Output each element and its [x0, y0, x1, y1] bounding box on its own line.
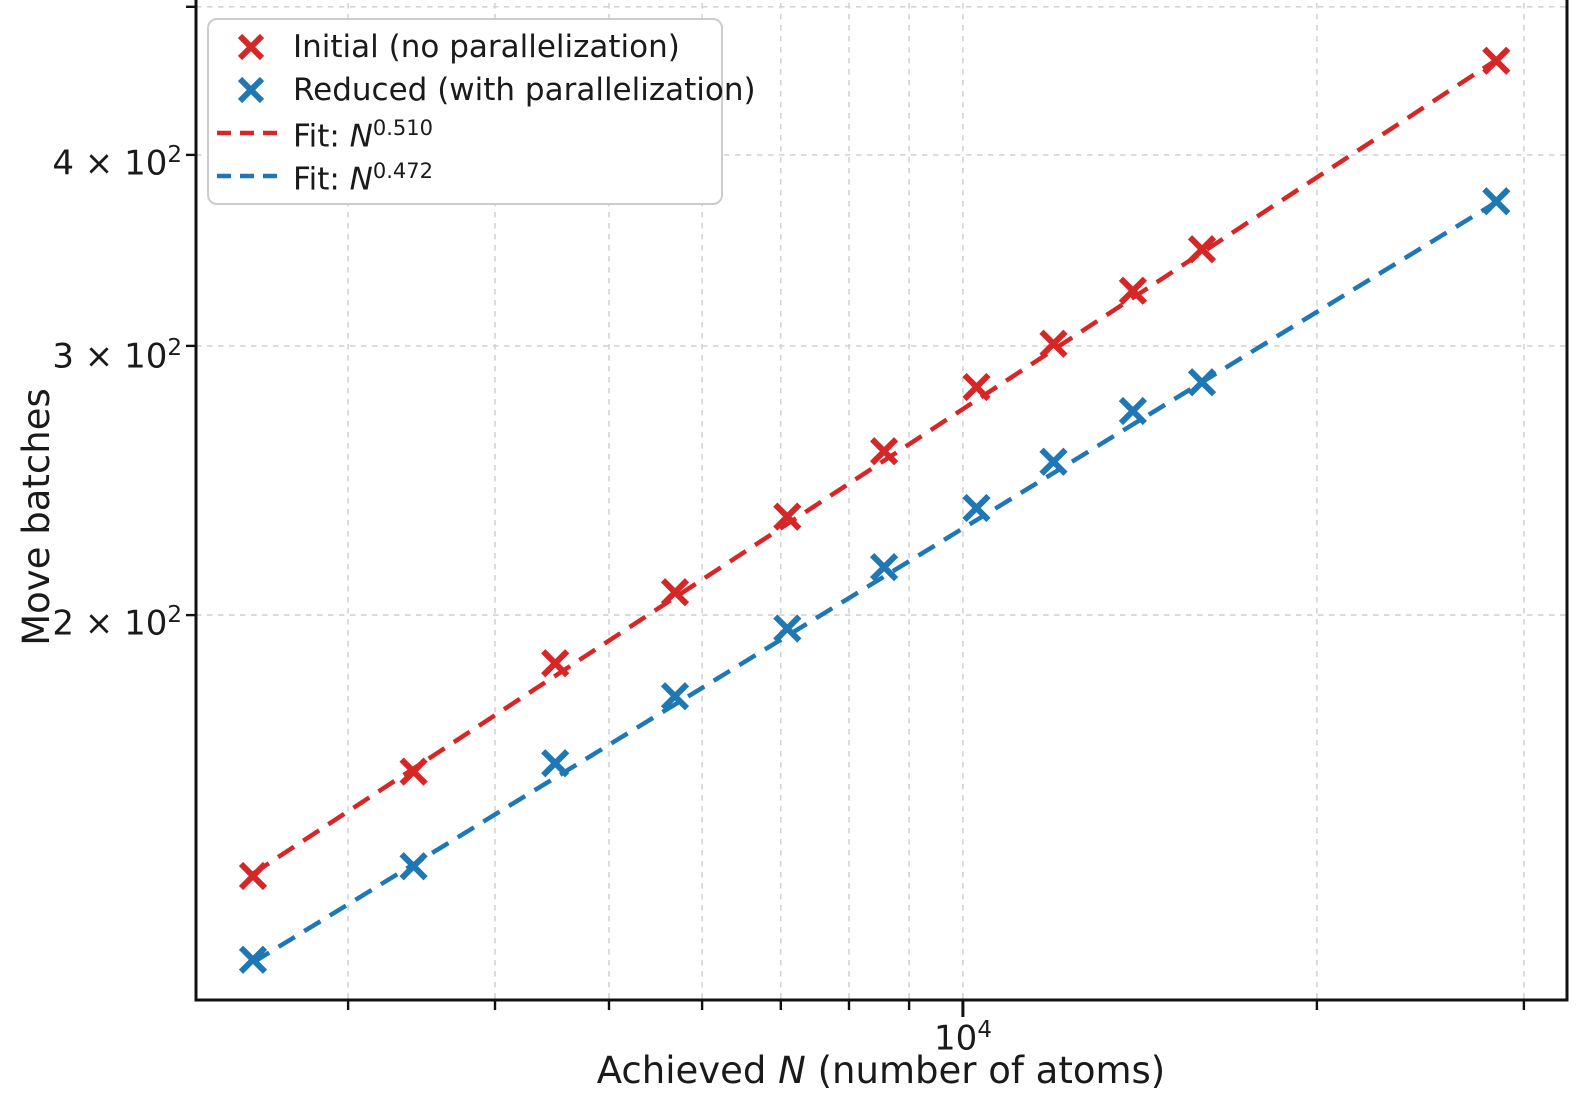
x-axis-label: Achieved N (number of atoms) — [596, 1049, 1166, 1092]
x-tick-label-10000: 104 — [934, 1017, 992, 1059]
dashed-line-icon — [209, 171, 293, 181]
legend-item-fit-initial: Fit: N0.510 — [209, 111, 721, 155]
x-marker-icon — [209, 31, 293, 63]
legend-item-label: Fit: N0.510 — [293, 116, 433, 155]
y-tick-label-200: 2 × 102 — [52, 602, 182, 644]
legend-item-initial: Initial (no parallelization) — [209, 25, 721, 68]
y-tick-label-300: 3 × 102 — [52, 335, 182, 377]
x-marker-icon — [209, 74, 293, 106]
legend-item-fit-reduced: Fit: N0.472 — [209, 154, 721, 198]
y-axis-label: Move batches — [15, 388, 58, 646]
legend-item-reduced: Reduced (with parallelization) — [209, 68, 756, 111]
legend: Initial (no parallelization) Reduced (wi… — [207, 18, 756, 205]
legend-item-label: Fit: N0.472 — [293, 159, 433, 198]
y-tick-label-400: 4 × 102 — [52, 142, 182, 184]
legend-item-label: Initial (no parallelization) — [293, 28, 680, 65]
legend-item-label: Reduced (with parallelization) — [293, 71, 756, 108]
dashed-line-icon — [209, 128, 293, 138]
